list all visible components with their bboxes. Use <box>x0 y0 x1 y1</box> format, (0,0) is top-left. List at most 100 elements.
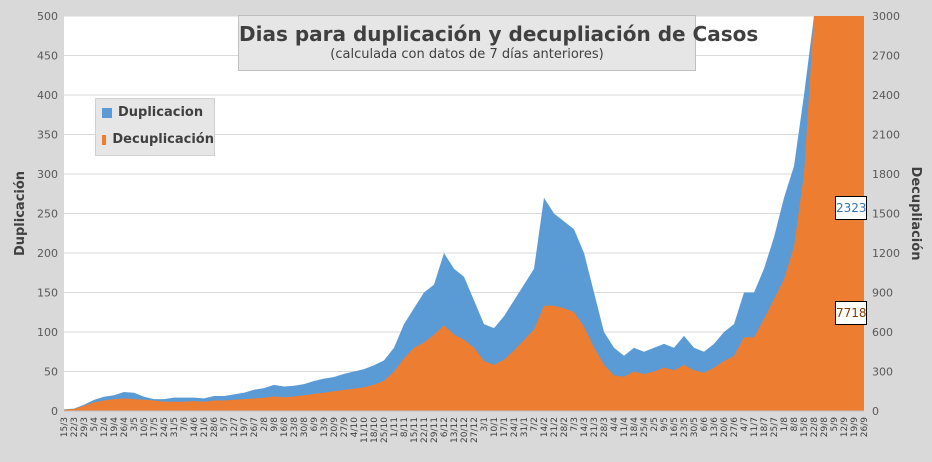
legend-swatch-duplicacion <box>102 107 112 118</box>
y-tick-label: 350 <box>37 129 58 142</box>
x-tick-label: 19/7 <box>240 417 250 437</box>
x-tick-label: 21/3 <box>590 417 600 437</box>
y2-tick-label: 0 <box>872 405 879 418</box>
x-tick-label: 1/11 <box>390 417 400 437</box>
legend-label-duplicacion: Duplicacion <box>118 105 204 120</box>
x-tick-label: 18/4 <box>630 417 640 437</box>
y-tick-label: 250 <box>37 208 58 221</box>
x-tick-label: 16/5 <box>670 417 680 437</box>
x-tick-label: 26/4 <box>120 417 130 437</box>
x-tick-label: 6/12 <box>440 417 450 437</box>
x-tick-label: 5/4 <box>90 417 100 432</box>
x-tick-label: 7/3 <box>570 417 580 431</box>
x-tick-label: 20/9 <box>330 417 340 437</box>
x-tick-label: 18/7 <box>760 417 770 437</box>
x-tick-label: 26/7 <box>250 417 260 437</box>
y-tick-label: 450 <box>37 50 58 63</box>
x-tick-label: 15/3 <box>60 417 70 437</box>
legend-item-duplicacion: Duplicacion <box>96 99 214 126</box>
y2-tick-label: 1500 <box>872 208 900 221</box>
x-tick-label: 29/8 <box>820 417 830 437</box>
y-tick-label: 500 <box>37 10 58 23</box>
y-tick-label: 0 <box>51 405 58 418</box>
x-tick-label: 28/3 <box>600 417 610 437</box>
x-tick-label: 8/11 <box>400 417 410 437</box>
x-tick-label: 14/6 <box>190 417 200 437</box>
x-tick-label: 27/12 <box>470 417 480 443</box>
x-tick-label: 28/6 <box>210 417 220 437</box>
x-tick-label: 31/1 <box>520 417 530 437</box>
y2-tick-label: 300 <box>872 366 893 379</box>
x-tick-label: 20/6 <box>720 417 730 437</box>
x-tick-label: 27/6 <box>730 417 740 437</box>
x-tick-label: 23/5 <box>680 417 690 437</box>
x-tick-label: 19/4 <box>110 417 120 437</box>
y-axis-title: Duplicación <box>13 171 28 256</box>
x-tick-label: 7/6 <box>180 417 190 432</box>
x-tick-label: 22/3 <box>70 417 80 437</box>
x-tick-label: 10/1 <box>490 417 500 437</box>
x-tick-label: 13/9 <box>320 417 330 437</box>
x-tick-label: 29/11 <box>430 417 440 443</box>
x-tick-label: 13/12 <box>450 417 460 443</box>
x-tick-label: 5/7 <box>220 417 230 431</box>
x-tick-label: 14/2 <box>540 417 550 437</box>
x-tick-label: 28/2 <box>560 417 570 437</box>
x-tick-label: 16/8 <box>280 417 290 437</box>
x-tick-label: 18/10 <box>370 417 380 443</box>
x-tick-label: 22/8 <box>810 417 820 437</box>
x-tick-label: 12/9 <box>840 417 850 437</box>
y-tick-label: 200 <box>37 247 58 260</box>
x-tick-label: 11/7 <box>750 417 760 437</box>
x-tick-label: 1/8 <box>780 417 790 432</box>
x-tick-label: 4/10 <box>350 417 360 437</box>
x-tick-label: 26/9 <box>860 417 870 437</box>
x-tick-label: 20/12 <box>460 417 470 443</box>
x-tick-label: 10/5 <box>140 417 150 437</box>
x-tick-label: 19/9 <box>850 417 860 437</box>
x-tick-label: 3/5 <box>130 417 140 431</box>
x-tick-label: 15/8 <box>800 417 810 437</box>
x-tick-label: 23/8 <box>290 417 300 437</box>
x-tick-label: 29/3 <box>80 417 90 437</box>
title-box: Dias para duplicación y decupliación de … <box>238 15 758 71</box>
x-tick-label: 22/11 <box>420 417 430 443</box>
y-tick-label: 300 <box>37 168 58 181</box>
x-tick-label: 24/1 <box>510 417 520 437</box>
chart-subtitle: (calculada con datos de 7 días anteriore… <box>330 47 604 62</box>
x-tick-label: 27/9 <box>340 417 350 437</box>
y-tick-label: 150 <box>37 287 58 300</box>
x-tick-label: 21/2 <box>550 417 560 437</box>
y2-axis-title: Decupliación <box>908 167 923 261</box>
y2-tick-label: 2400 <box>872 89 900 102</box>
x-tick-label: 12/4 <box>100 417 110 437</box>
callout-decuplicacion: 7718 <box>835 301 867 325</box>
x-tick-label: 9/8 <box>270 417 280 432</box>
x-tick-label: 4/4 <box>610 417 620 432</box>
x-tick-label: 7/2 <box>530 417 540 431</box>
x-tick-label: 11/4 <box>620 417 630 437</box>
x-tick-label: 3/1 <box>480 417 490 431</box>
x-tick-label: 14/3 <box>580 417 590 437</box>
x-tick-label: 6/9 <box>310 417 320 432</box>
x-tick-label: 25/4 <box>640 417 650 437</box>
x-tick-label: 12/7 <box>230 417 240 437</box>
x-tick-label: 15/11 <box>410 417 420 443</box>
x-tick-label: 2/8 <box>260 417 270 432</box>
x-tick-label: 30/5 <box>690 417 700 437</box>
y-tick-label: 50 <box>44 366 58 379</box>
x-tick-label: 25/10 <box>380 417 390 443</box>
legend-label-decuplicacion: Decuplicación <box>112 132 214 147</box>
x-tick-label: 21/6 <box>200 417 210 437</box>
x-tick-label: 5/9 <box>830 417 840 432</box>
x-tick-label: 30/8 <box>300 417 310 437</box>
x-tick-label: 13/6 <box>710 417 720 437</box>
y2-tick-label: 600 <box>872 326 893 339</box>
x-tick-label: 4/7 <box>740 417 750 431</box>
callout-duplicacion: 2323 <box>835 196 867 220</box>
legend-swatch-decuplicacion <box>102 134 107 145</box>
x-tick-label: 17/1 <box>500 417 510 437</box>
y2-tick-label: 1200 <box>872 247 900 260</box>
x-tick-label: 25/7 <box>770 417 780 437</box>
